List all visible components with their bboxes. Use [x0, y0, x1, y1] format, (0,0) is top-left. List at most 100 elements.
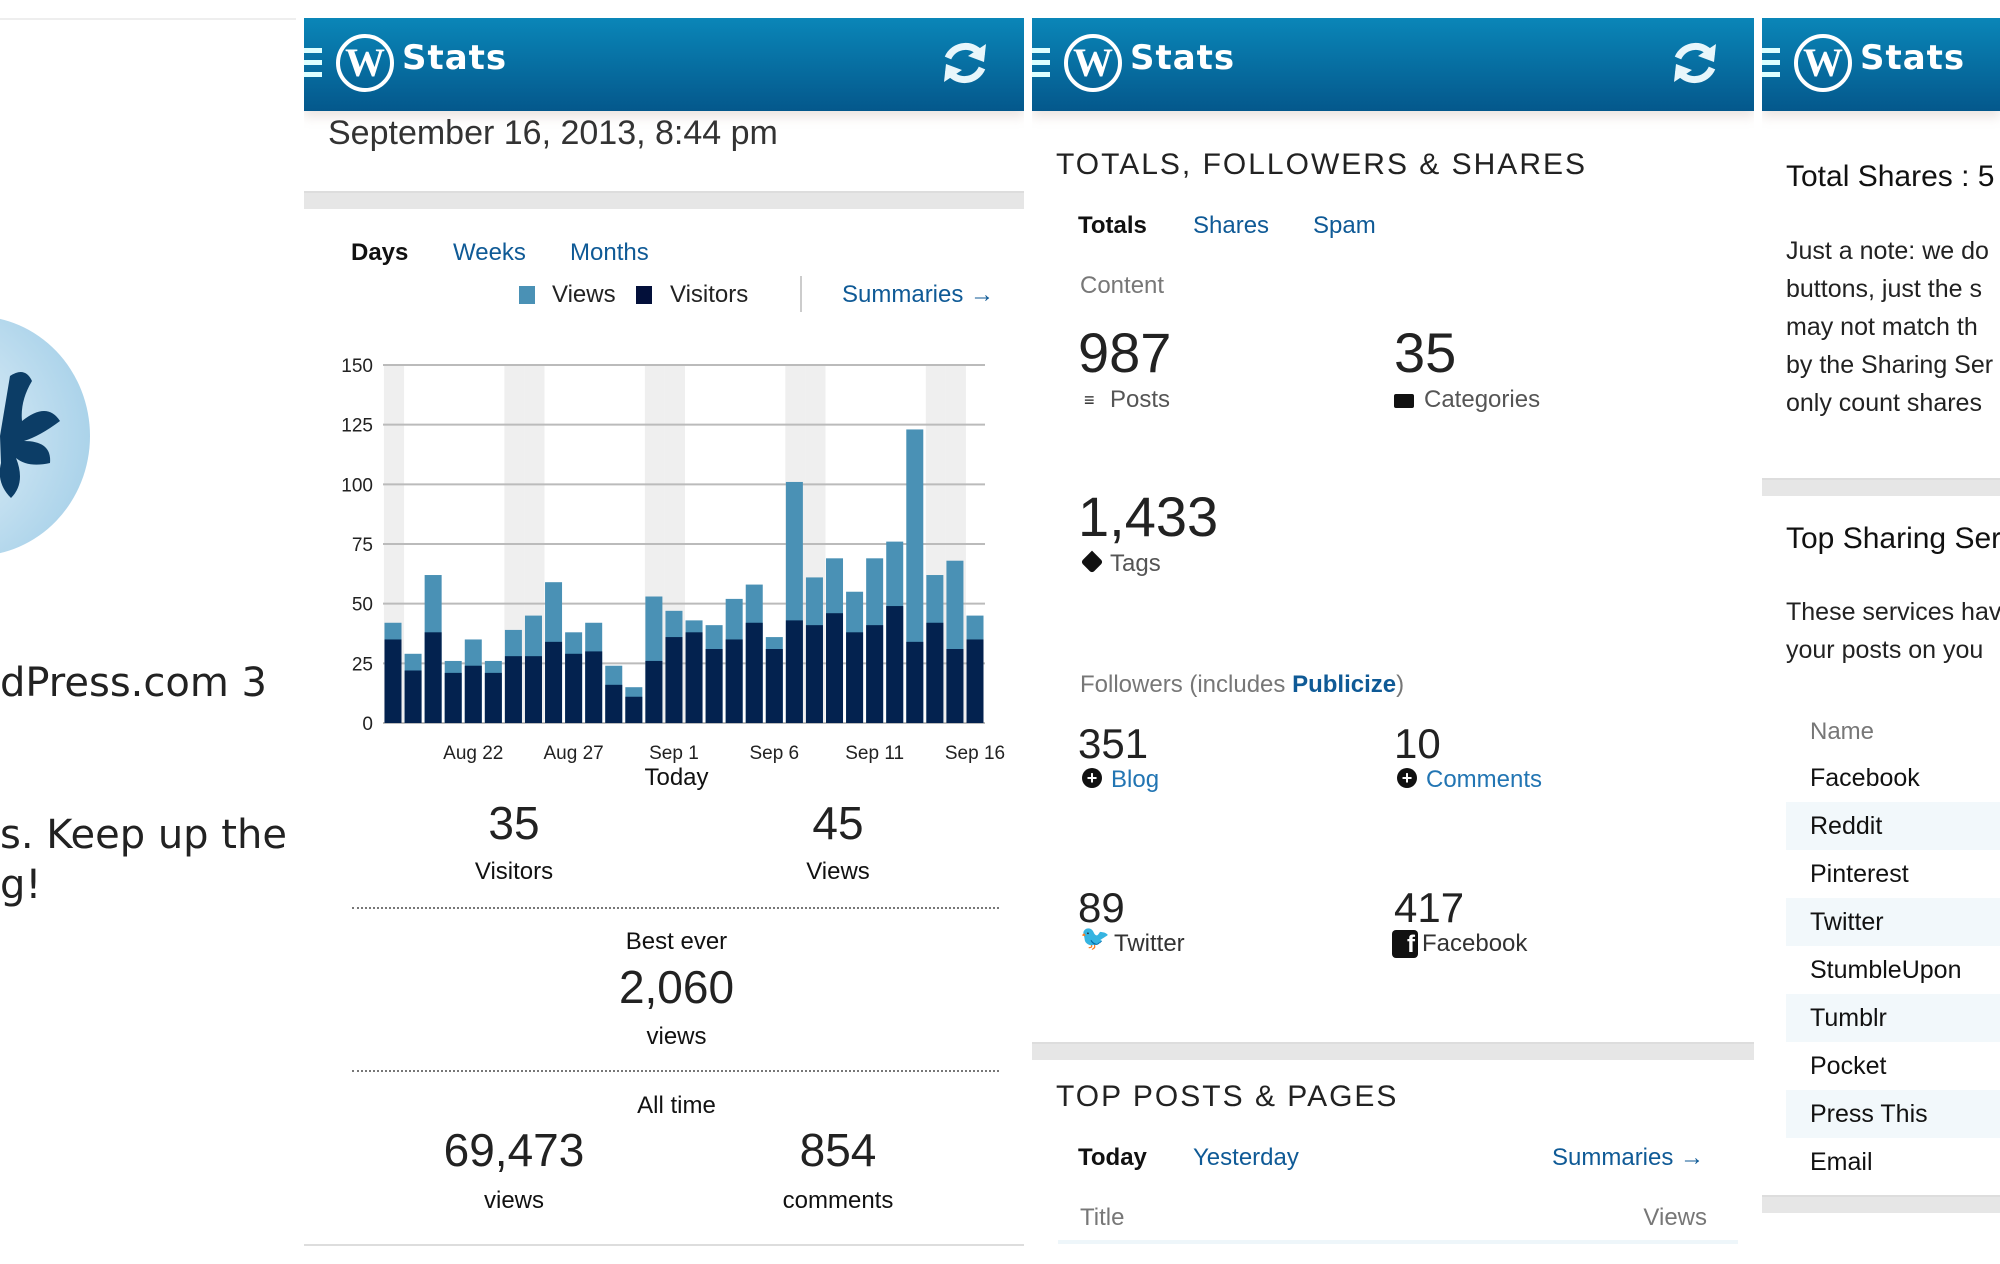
- tab-today[interactable]: Today: [1078, 1144, 1147, 1171]
- hamburger-icon[interactable]: [1762, 48, 1780, 78]
- all-time-comments-label: comments: [782, 1187, 894, 1214]
- best-ever-label: views: [646, 1023, 707, 1050]
- sharing-service-row[interactable]: Pocket: [1810, 1052, 1887, 1080]
- publicize-link[interactable]: Publicize: [1292, 671, 1397, 698]
- visitors-bar: [524, 656, 542, 723]
- categories-value: 35: [1394, 321, 1457, 384]
- followers-heading-text: Followers (includes: [1080, 671, 1293, 698]
- tab-weeks[interactable]: Weeks: [453, 239, 526, 266]
- today-views-value: 45: [812, 797, 864, 849]
- section-title: TOTALS, FOLLOWERS & SHARES: [1056, 148, 1588, 181]
- visitors-bar: [745, 622, 763, 723]
- x-tick-label: Aug 22: [443, 743, 503, 764]
- total-shares-heading: Total Shares : 5: [1786, 160, 1995, 193]
- note-line: may not match th: [1786, 313, 1978, 341]
- visitors-bar: [966, 639, 984, 723]
- visitors-bar: [404, 670, 422, 723]
- shares-panel: W Stats Total Shares : 5 Just a note: we…: [1762, 18, 2000, 1264]
- x-tick-label: Sep 16: [945, 743, 1005, 764]
- refresh-icon[interactable]: [938, 36, 992, 90]
- visitors-bar: [765, 649, 783, 723]
- visitors-bar: [444, 672, 462, 723]
- hamburger-icon[interactable]: [1032, 48, 1050, 78]
- note-line: only count shares: [1786, 389, 1982, 417]
- plus-circle-icon: +: [1082, 768, 1102, 788]
- section-divider: [1762, 478, 2000, 496]
- sharing-service-row[interactable]: StumbleUpon: [1810, 956, 1962, 984]
- visitors-bar: [886, 606, 904, 723]
- visitors-bar: [545, 641, 563, 723]
- column-name: Name: [1810, 718, 1875, 745]
- sharing-service-row[interactable]: Facebook: [1810, 764, 1920, 792]
- visitors-bar: [826, 613, 844, 723]
- folder-icon: [1394, 394, 1414, 408]
- x-tick-label: Sep 1: [649, 743, 699, 764]
- sharing-service-row[interactable]: Tumblr: [1786, 994, 2000, 1042]
- visitors-bar: [464, 665, 482, 723]
- visitors-bar: [926, 622, 944, 723]
- legend-visitors-label: Visitors: [670, 281, 749, 308]
- note-line: buttons, just the s: [1786, 275, 1982, 303]
- section-divider: [1032, 1042, 1754, 1060]
- posts-label: Posts: [1110, 386, 1171, 413]
- y-tick-label: 50: [352, 595, 373, 616]
- description-line: These services hav: [1786, 598, 2000, 626]
- refresh-icon[interactable]: [1668, 36, 1722, 90]
- sharing-service-row[interactable]: Press This: [1786, 1090, 2000, 1138]
- summaries-link[interactable]: Summaries →: [842, 281, 995, 308]
- y-tick-label: 125: [341, 416, 373, 437]
- visitors-bar: [685, 632, 703, 723]
- x-tick-label: Sep 6: [749, 743, 799, 764]
- divider: [1058, 1240, 1738, 1244]
- visitors-bar: [645, 660, 663, 723]
- tab-shares[interactable]: Shares: [1193, 212, 1270, 239]
- hamburger-icon[interactable]: [304, 48, 322, 78]
- sharing-service-row[interactable]: Email: [1810, 1148, 1873, 1176]
- all-time-views-value: 69,473: [443, 1124, 585, 1176]
- tab-days[interactable]: Days: [351, 239, 409, 266]
- visitors-bar: [484, 672, 502, 723]
- wordpress-logo-icon: W: [1064, 34, 1122, 92]
- left-panel: dPress.com 3 s. Keep up the g!: [0, 18, 296, 1264]
- visitors-bar: [384, 639, 402, 723]
- summaries-link[interactable]: Summaries →: [1552, 1144, 1705, 1171]
- twitter-followers-label: Twitter: [1114, 930, 1185, 957]
- tab-spam[interactable]: Spam: [1313, 212, 1376, 239]
- content-heading: Content: [1080, 272, 1165, 299]
- tag-icon: [1080, 550, 1104, 574]
- sharing-service-row[interactable]: Reddit: [1786, 802, 2000, 850]
- header-title: Stats: [1130, 38, 1236, 78]
- comment-followers-value: 10: [1394, 720, 1441, 767]
- posts-icon: ≡: [1084, 390, 1095, 410]
- sharing-service-row[interactable]: Pinterest: [1810, 860, 1909, 888]
- tab-totals[interactable]: Totals: [1078, 212, 1147, 239]
- legend-divider: [800, 276, 802, 312]
- legend-visitors-swatch: [636, 286, 652, 304]
- wordpress-logo-icon: W: [1794, 34, 1852, 92]
- tab-months[interactable]: Months: [570, 239, 649, 266]
- top-posts-title: TOP POSTS & PAGES: [1056, 1080, 1399, 1113]
- divider: [352, 1070, 999, 1072]
- followers-heading-text: ): [1396, 671, 1405, 698]
- visitors-bar: [585, 651, 603, 723]
- tags-value: 1,433: [1078, 485, 1219, 548]
- sharing-service-row[interactable]: Twitter: [1786, 898, 2000, 946]
- facebook-followers-value: 417: [1394, 884, 1465, 931]
- categories-label: Categories: [1424, 386, 1541, 413]
- y-tick-label: 0: [362, 714, 373, 735]
- visitors-bar: [424, 632, 442, 723]
- visitors-bar: [805, 625, 823, 723]
- column-views: Views: [1643, 1204, 1707, 1231]
- totals-panel: W Stats TOTALS, FOLLOWERS & SHARES Total…: [1032, 18, 1754, 1264]
- visitors-bar: [565, 653, 583, 723]
- blog-followers-link[interactable]: Blog: [1111, 766, 1160, 793]
- section-divider: [304, 191, 1024, 209]
- blog-followers-value: 351: [1078, 720, 1149, 767]
- visitors-bar: [504, 656, 522, 723]
- y-tick-label: 75: [352, 535, 373, 556]
- tab-yesterday[interactable]: Yesterday: [1193, 1144, 1299, 1171]
- comment-followers-link[interactable]: Comments: [1426, 766, 1543, 793]
- followers-heading: Followers (includes Publicize): [1080, 671, 1404, 699]
- blog-text-line: dPress.com 3: [0, 660, 267, 706]
- column-title: Title: [1080, 1204, 1125, 1231]
